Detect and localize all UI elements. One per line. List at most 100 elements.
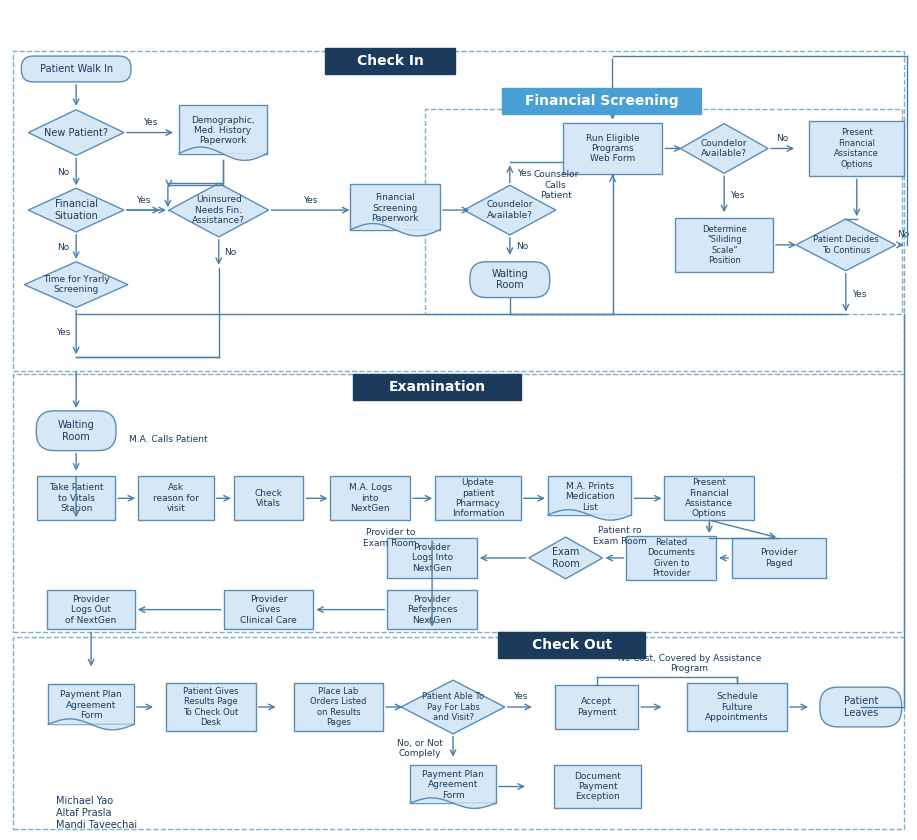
FancyBboxPatch shape (675, 218, 773, 271)
Text: M.A. Calls Patient: M.A. Calls Patient (129, 434, 207, 444)
Text: New Patient?: New Patient? (44, 128, 108, 138)
Text: Demographic,
Med. History
Paperwork: Demographic, Med. History Paperwork (191, 116, 255, 145)
FancyBboxPatch shape (224, 590, 314, 629)
Text: Financial
Situation: Financial Situation (54, 199, 98, 221)
Text: Patient Decides
To Continus: Patient Decides To Continus (813, 235, 878, 255)
Text: Yes: Yes (513, 691, 527, 701)
Text: Provider
References
NextGen: Provider References NextGen (407, 595, 458, 624)
Text: Provider
Paged: Provider Paged (760, 549, 798, 568)
Text: Walting
Room: Walting Room (58, 420, 94, 442)
Text: Update
patient
Pharmacy
Information: Update patient Pharmacy Information (452, 478, 504, 518)
Text: Examination: Examination (389, 380, 486, 394)
FancyBboxPatch shape (810, 121, 904, 176)
Text: Michael Yao
Altaf Prasla
Mandi Taveechai: Michael Yao Altaf Prasla Mandi Taveechai (56, 796, 138, 830)
Text: No: No (898, 230, 910, 239)
Text: Determine
"Siliding
Scale"
Position: Determine "Siliding Scale" Position (702, 225, 746, 265)
Text: Schedule
Fulture
Appointments: Schedule Fulture Appointments (705, 692, 768, 722)
FancyBboxPatch shape (498, 633, 646, 659)
FancyBboxPatch shape (350, 184, 440, 229)
FancyBboxPatch shape (410, 764, 496, 803)
Polygon shape (179, 147, 267, 160)
FancyBboxPatch shape (555, 685, 638, 729)
FancyBboxPatch shape (387, 590, 477, 629)
FancyBboxPatch shape (293, 683, 383, 731)
Bar (14, 638, 903, 829)
FancyBboxPatch shape (688, 683, 787, 731)
Text: Check
Vitals: Check Vitals (255, 489, 282, 508)
Text: Patient
Leaves: Patient Leaves (844, 696, 878, 718)
Text: Related
Documents
Given to
Prtovider: Related Documents Given to Prtovider (647, 538, 695, 578)
Text: Patient ro
Exam Room: Patient ro Exam Room (592, 527, 646, 546)
Polygon shape (464, 186, 556, 235)
FancyBboxPatch shape (563, 123, 662, 175)
Text: Provider
Gives
Clinical Care: Provider Gives Clinical Care (240, 595, 297, 624)
Text: Financial
Screening
Paperwork: Financial Screening Paperwork (371, 193, 419, 223)
FancyBboxPatch shape (234, 476, 304, 520)
Text: No: No (225, 249, 237, 257)
Text: M.A. Logs
into
NextGen: M.A. Logs into NextGen (348, 483, 392, 513)
Text: No: No (57, 168, 70, 177)
Text: Yes: Yes (143, 118, 157, 127)
FancyBboxPatch shape (554, 764, 642, 808)
Text: Present
Financial
Assistance
Options: Present Financial Assistance Options (685, 478, 734, 518)
Text: Financial Screening: Financial Screening (525, 94, 679, 108)
Polygon shape (796, 219, 896, 270)
Text: Place Lab
Orders Listed
on Results
Pages: Place Lab Orders Listed on Results Pages (310, 687, 367, 727)
Text: Present
Financial
Assistance
Options: Present Financial Assistance Options (834, 129, 879, 169)
Text: Coundelor
Available?: Coundelor Available? (701, 139, 747, 158)
Text: Accept
Payment: Accept Payment (577, 697, 616, 717)
Text: Yes: Yes (136, 196, 150, 205)
Text: Yes: Yes (516, 169, 531, 178)
Text: Payment Plan
Agreement
Form: Payment Plan Agreement Form (422, 770, 484, 800)
Text: Yes: Yes (304, 196, 317, 205)
FancyBboxPatch shape (49, 684, 134, 724)
Text: No, or Not
Complely: No, or Not Complely (397, 739, 443, 759)
Text: Provider
Logs Into
NextGen: Provider Logs Into NextGen (412, 543, 453, 573)
Text: Coundelor
Available?: Coundelor Available? (487, 201, 533, 220)
Text: Walting
Room: Walting Room (492, 269, 528, 291)
Text: Yes: Yes (852, 290, 866, 299)
FancyBboxPatch shape (820, 687, 901, 727)
FancyBboxPatch shape (665, 476, 754, 520)
Text: Provider
Logs Out
of NextGen: Provider Logs Out of NextGen (65, 595, 116, 624)
Polygon shape (25, 262, 128, 307)
Text: Yes: Yes (730, 191, 745, 200)
Polygon shape (28, 110, 124, 155)
Polygon shape (28, 188, 124, 232)
Text: Patient Gives
Results Page
To Check Out
Desk: Patient Gives Results Page To Check Out … (183, 687, 238, 727)
Text: Document
Payment
Exception: Document Payment Exception (574, 772, 621, 801)
Text: Ask
reason for
visit: Ask reason for visit (153, 483, 199, 513)
Text: Counselor
Calls
Patient: Counselor Calls Patient (533, 171, 579, 200)
Text: Check Out: Check Out (532, 638, 612, 653)
FancyBboxPatch shape (48, 590, 135, 629)
Text: Yes: Yes (56, 328, 71, 337)
Text: Exam
Room: Exam Room (552, 547, 580, 569)
FancyBboxPatch shape (21, 56, 131, 81)
Text: Patient Able To
Pay For Labs
and Visit?: Patient Able To Pay For Labs and Visit? (422, 692, 484, 722)
Text: Patient Walk In: Patient Walk In (39, 64, 113, 74)
FancyBboxPatch shape (470, 262, 549, 297)
FancyBboxPatch shape (387, 538, 477, 578)
Bar (14, 51, 903, 371)
Polygon shape (401, 680, 505, 734)
FancyBboxPatch shape (138, 476, 214, 520)
Text: No: No (515, 243, 528, 251)
FancyBboxPatch shape (502, 88, 702, 113)
Text: Payment Plan
Agreement
Form: Payment Plan Agreement Form (61, 690, 122, 720)
Text: Check In: Check In (357, 54, 424, 68)
FancyBboxPatch shape (166, 683, 256, 731)
Polygon shape (49, 719, 134, 730)
FancyBboxPatch shape (435, 476, 521, 520)
Polygon shape (529, 537, 602, 579)
FancyBboxPatch shape (732, 538, 826, 578)
FancyBboxPatch shape (353, 374, 521, 400)
Polygon shape (350, 223, 440, 236)
Text: Uninsured
Needs Fin.
Assistance?: Uninsured Needs Fin. Assistance? (193, 195, 245, 225)
Bar (14, 374, 903, 633)
Text: Provider to
Exam Room: Provider to Exam Room (363, 528, 417, 548)
FancyBboxPatch shape (179, 105, 267, 154)
FancyBboxPatch shape (38, 476, 115, 520)
FancyBboxPatch shape (547, 476, 632, 515)
Polygon shape (547, 510, 632, 520)
Text: No: No (57, 244, 70, 252)
